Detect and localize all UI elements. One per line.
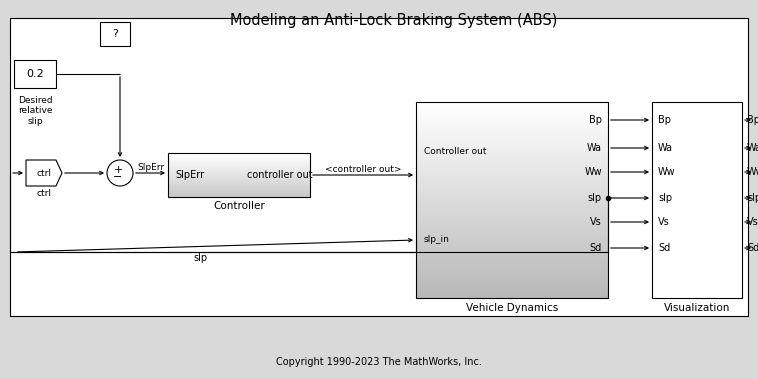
Text: SlpErr: SlpErr	[175, 170, 205, 180]
Text: slp: slp	[747, 193, 758, 203]
Text: Sd: Sd	[747, 243, 758, 253]
Text: <controller out>: <controller out>	[324, 164, 401, 174]
Bar	[168, 153, 310, 197]
Text: slp_in: slp_in	[424, 235, 450, 244]
Text: Bp: Bp	[747, 115, 758, 125]
Bar	[416, 102, 608, 298]
Text: Wa: Wa	[587, 143, 602, 153]
Text: Ww: Ww	[584, 167, 602, 177]
Text: Bp: Bp	[589, 115, 602, 125]
Text: Wa: Wa	[658, 143, 673, 153]
Text: Ww: Ww	[747, 167, 758, 177]
Text: Visualization: Visualization	[664, 303, 730, 313]
Text: slp: slp	[588, 193, 602, 203]
Text: −: −	[113, 172, 123, 182]
Text: ctrl: ctrl	[36, 190, 52, 199]
Text: Vs: Vs	[590, 217, 602, 227]
Text: Ww: Ww	[658, 167, 675, 177]
Text: Modeling an Anti-Lock Braking System (ABS): Modeling an Anti-Lock Braking System (AB…	[230, 13, 558, 28]
Text: 0.2: 0.2	[26, 69, 44, 79]
Text: Vs: Vs	[747, 217, 758, 227]
Bar	[652, 102, 742, 298]
Text: Controller: Controller	[213, 201, 265, 211]
Text: Bp: Bp	[658, 115, 671, 125]
Text: ctrl: ctrl	[36, 169, 52, 177]
Bar	[14, 60, 56, 88]
Text: Vehicle Dynamics: Vehicle Dynamics	[466, 303, 558, 313]
Circle shape	[107, 160, 133, 186]
Text: Desired
relative
slip: Desired relative slip	[17, 96, 52, 126]
Text: controller out: controller out	[247, 170, 313, 180]
Bar	[100, 22, 130, 46]
Text: +: +	[113, 165, 123, 175]
Bar	[10, 18, 748, 316]
Text: slp: slp	[193, 253, 207, 263]
Text: Vs: Vs	[658, 217, 670, 227]
Text: Sd: Sd	[658, 243, 670, 253]
Text: Copyright 1990-2023 The MathWorks, Inc.: Copyright 1990-2023 The MathWorks, Inc.	[276, 357, 482, 367]
Polygon shape	[26, 160, 62, 186]
Text: slp: slp	[658, 193, 672, 203]
Text: Controller out: Controller out	[424, 147, 487, 157]
Text: Wa: Wa	[747, 143, 758, 153]
Text: Sd: Sd	[590, 243, 602, 253]
Text: ?: ?	[112, 29, 118, 39]
Text: SlpErr: SlpErr	[137, 163, 164, 172]
